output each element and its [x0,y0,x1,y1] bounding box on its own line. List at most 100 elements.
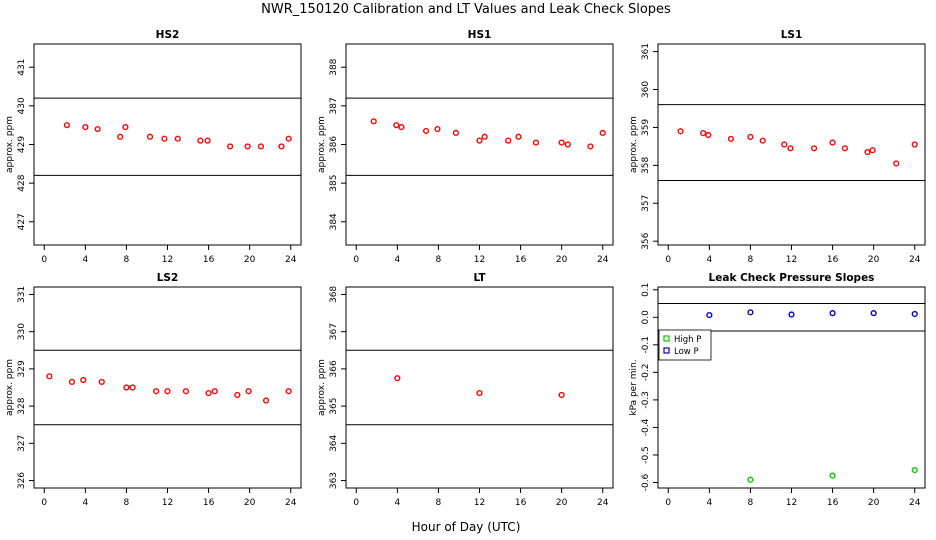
y-tick-label: 357 [641,195,651,212]
x-tick-label: 20 [556,498,568,508]
data-point [398,124,405,131]
x-tick-label: 12 [474,498,485,508]
x-tick-label: 8 [124,498,130,508]
data-point [911,467,918,474]
data-point [587,143,594,150]
data-point [393,122,400,129]
data-point [204,137,211,144]
x-tick-label: 20 [244,255,256,265]
y-tick-label: -0.3 [641,391,651,409]
y-axis-label: approx. ppm [317,116,327,173]
data-point [558,139,565,146]
data-point [788,311,795,318]
y-tick-label: 427 [17,213,27,230]
x-tick-label: 24 [597,255,609,265]
y-tick-label: 368 [329,286,339,303]
y-tick-label: 366 [329,360,339,377]
x-tick-label: 12 [162,255,173,265]
panel-title: Leak Check Pressure Slopes [709,272,875,284]
y-tick-label: 328 [17,397,27,414]
x-tick-label: 16 [515,255,527,265]
panel-title: HS1 [468,29,492,41]
y-tick-label: 359 [641,119,651,136]
data-point [234,391,241,399]
data-point [205,389,212,397]
data-point [285,135,292,142]
data-point [82,124,89,131]
y-tick-label: 429 [17,136,27,153]
x-tick-label: 24 [285,498,297,508]
data-point [747,309,754,316]
plot-frame [345,286,614,489]
x-tick-label: 20 [868,498,880,508]
x-tick-label: 24 [909,498,921,508]
data-point [476,389,483,397]
y-tick-label: 387 [329,97,339,114]
y-axis-label: approx. ppm [629,116,639,173]
data-point [146,133,154,140]
x-tick-label: 8 [436,498,442,508]
data-point [98,378,105,386]
data-point [278,143,285,150]
data-point [174,135,181,142]
data-point [245,388,252,395]
legend-box [658,329,712,361]
x-tick-label: 16 [203,498,215,508]
panel-1: HS1 0 4 8 12 16 20 24 384 385 386 387 388 approx. ppm [317,29,614,265]
data-point [515,133,522,140]
x-tick-label: 8 [124,255,130,265]
y-tick-label: 358 [641,157,651,174]
data-point [68,378,76,386]
data-point [747,133,754,141]
y-axis-label: kPa per min. [629,359,639,415]
y-tick-label: 431 [17,59,27,76]
x-tick-label: 20 [868,255,880,265]
y-tick-label: 388 [329,58,339,75]
x-tick-label: 16 [515,498,527,508]
data-point [727,135,735,142]
data-point [841,145,849,152]
data-point [705,131,712,139]
y-tick-label: 326 [17,472,27,489]
data-point [829,472,836,479]
panel-title: HS2 [156,29,180,41]
data-point [532,139,540,146]
data-point [829,139,836,146]
panel-title: LS1 [781,29,803,41]
x-tick-label: 4 [394,498,400,508]
y-tick-label: -0.5 [641,446,651,464]
x-tick-label: 0 [665,255,671,265]
legend: High P Low P [658,329,712,361]
panel-0: HS2 0 4 8 12 16 20 24 427 428 429 430 431 approx. ppm [5,29,302,265]
x-tick-label: 16 [827,498,839,508]
data-point [558,391,565,399]
data-point [599,129,606,137]
data-point [80,376,87,384]
data-point [787,145,794,152]
plot-frame [657,43,926,246]
data-point [452,129,459,137]
x-axis-label: Hour of Day (UTC) [412,520,521,534]
data-point [759,137,766,144]
panel-2: LS1 0 4 8 12 16 20 24 356 357 358 359 360 361 approx. … [629,29,926,265]
y-tick-label: 430 [17,97,27,114]
y-tick-label: 0.1 [641,283,651,297]
data-point [810,145,818,152]
x-tick-label: 4 [706,498,712,508]
data-point [911,141,918,148]
y-tick-label: 356 [641,232,651,249]
y-tick-label: -0.1 [641,336,651,354]
x-tick-label: 12 [162,498,173,508]
data-point [911,310,918,318]
x-tick-label: 0 [41,498,47,508]
data-point [829,310,836,317]
data-point [257,143,265,150]
x-tick-label: 4 [82,498,88,508]
data-point [153,388,160,395]
legend-marker [663,335,670,342]
x-tick-label: 20 [244,498,256,508]
y-tick-label: 360 [641,81,651,98]
data-point [781,141,788,148]
y-tick-label: -0.4 [641,418,651,436]
x-tick-label: 20 [556,255,568,265]
